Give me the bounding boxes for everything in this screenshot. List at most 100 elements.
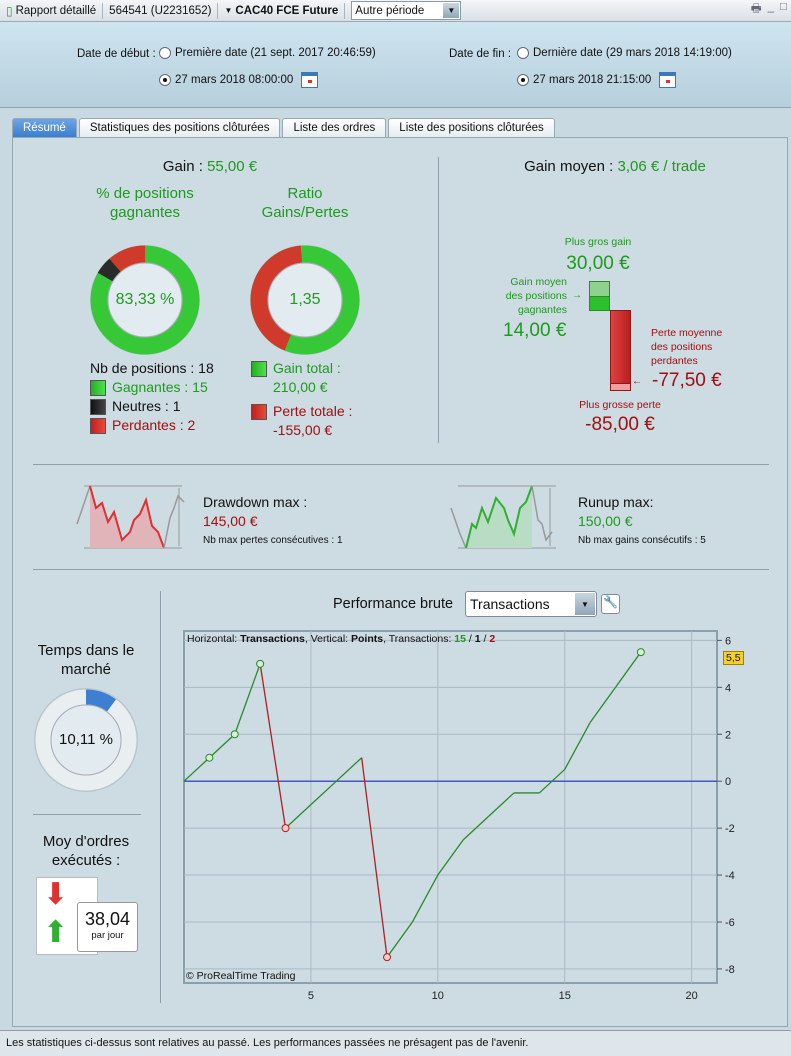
start-first-date-radio[interactable]: Première date (21 sept. 2017 20:46:59)	[159, 47, 376, 59]
runup-block: Runup max: 150,00 € Nb max gains consécu…	[578, 493, 706, 550]
orders-unit: par jour	[91, 930, 124, 941]
x-tick-label: 15	[559, 990, 571, 1002]
arrow-up-icon: ⬆	[43, 916, 69, 949]
tab-order-list[interactable]: Liste des ordres	[282, 118, 387, 137]
red-square-icon	[251, 404, 267, 421]
winning-pct-donut	[90, 245, 200, 355]
arrow-left-icon: ←	[632, 376, 642, 387]
biggest-loss-label: Plus grosse perte	[579, 399, 661, 411]
start-custom-date-radio[interactable]: 27 mars 2018 08:00:00	[159, 72, 319, 88]
market-time-value: 10,11 %	[59, 731, 113, 748]
y-tick-label: -8	[725, 964, 735, 976]
plot-area	[183, 630, 718, 984]
minimize-icon[interactable]: _	[767, 1, 775, 13]
orders-label: Moy d'ordres exécutés :	[42, 833, 130, 869]
date-range-header: Date de début : Première date (21 sept. …	[0, 22, 791, 108]
drawdown-label: Drawdown max :	[203, 494, 308, 510]
calendar-icon[interactable]	[659, 72, 677, 88]
gain-total-value: 210,00 €	[273, 379, 328, 395]
perf-label: Performance brute	[333, 596, 454, 612]
runup-value: 150,00 €	[578, 513, 633, 529]
tab-resume[interactable]: Résumé	[12, 118, 77, 137]
avg-gain-bar	[589, 296, 610, 311]
runup-sparkline	[450, 485, 556, 549]
equity-segment	[285, 804, 312, 829]
tab-closed-position-list[interactable]: Liste des positions clôturées	[388, 118, 555, 137]
winning-count: Gagnantes : 15	[90, 378, 214, 397]
maximize-icon[interactable]: □	[780, 1, 787, 13]
y-tick-label: 2	[725, 729, 731, 741]
tab-closed-position-stats[interactable]: Statistiques des positions clôturées	[78, 118, 281, 137]
green-square-icon	[251, 361, 267, 378]
y-tick-label: 4	[725, 682, 731, 694]
data-point	[205, 753, 214, 762]
market-time-label: Temps dans le marché	[37, 642, 135, 678]
winning-pct-value: 83,33 %	[115, 291, 175, 308]
avg-winning-value: 14,00 €	[503, 320, 567, 341]
avg-losing-label: Perte moyenne des positions perdantes	[651, 327, 723, 367]
data-point	[256, 659, 265, 668]
y-tick-label: 6	[725, 635, 731, 647]
equity-segment	[361, 757, 388, 958]
print-icon[interactable]: 🖶	[750, 3, 762, 15]
gain-loss-ratio-donut	[250, 245, 360, 355]
black-square-icon	[90, 399, 106, 416]
biggest-loss-bar	[610, 383, 631, 391]
gain-heading: Gain : 55,00 €	[162, 158, 258, 175]
equity-segment	[488, 792, 515, 817]
divider	[33, 569, 769, 570]
chart-copyright: © ProRealTime Trading	[186, 970, 296, 982]
end-custom-date-radio[interactable]: 27 mars 2018 21:15:00	[517, 72, 677, 88]
account-label[interactable]: 564541 (U2231652)	[103, 2, 219, 19]
perte-totale-value: -155,00 €	[273, 422, 333, 438]
perf-mode-select[interactable]: Transactions ▼	[465, 591, 597, 617]
divider	[438, 157, 439, 443]
x-tick-label: 5	[308, 990, 314, 1002]
totals: Gain total : 210,00 € Perte totale : -15…	[251, 359, 352, 440]
avg-winning-label: Gain moyen des positions gagnantes	[505, 276, 567, 316]
calendar-icon[interactable]	[301, 72, 319, 88]
x-tick-label: 20	[685, 990, 697, 1002]
drawdown-value: 145,00 €	[203, 513, 258, 529]
equity-segment	[259, 663, 287, 829]
instrument-selector[interactable]: ▼ CAC40 FCE Future	[218, 2, 346, 19]
market-time-donut	[34, 688, 138, 792]
start-date-label: Date de début :	[77, 48, 156, 60]
equity-segment	[335, 757, 363, 782]
end-last-date-radio[interactable]: Dernière date (29 mars 2018 14:19:00)	[517, 47, 732, 59]
green-square-icon	[90, 380, 106, 397]
divider	[33, 464, 769, 465]
equity-segment	[234, 663, 261, 735]
data-point	[281, 824, 290, 833]
equity-segment	[462, 815, 490, 841]
divider	[33, 814, 141, 815]
triangle-down-icon: ▼	[224, 6, 233, 15]
chart-info: Horizontal: Transactions, Vertical: Poin…	[187, 633, 496, 645]
y-tick-label: 0	[725, 776, 731, 788]
period-select[interactable]: Autre période ▼	[351, 1, 462, 20]
biggest-gain-label: Plus gros gain	[564, 236, 632, 248]
last-value-badge: 5,5	[723, 651, 744, 665]
data-point	[636, 648, 645, 657]
drawdown-sparkline	[76, 485, 185, 549]
neutral-count: Neutres : 1	[90, 397, 214, 416]
pct-winning-title: % de positions gagnantes	[96, 185, 194, 221]
equity-segment	[411, 874, 439, 923]
y-tick-label: -2	[725, 823, 735, 835]
avg-losing-value: -77,50 €	[652, 370, 722, 391]
avg-loss-bar	[610, 310, 631, 384]
avg-gain-heading: Gain moyen : 3,06 € / trade	[524, 158, 706, 175]
y-tick-label: -4	[725, 870, 735, 882]
equity-segment	[310, 780, 337, 806]
equity-segment	[208, 733, 236, 759]
equity-segment	[614, 651, 642, 688]
wrench-icon[interactable]: 🔧	[601, 594, 620, 614]
orders-per-day-card: 38,04 par jour	[77, 902, 138, 952]
equity-segment	[564, 722, 591, 770]
gain-total-label: Gain total :	[273, 360, 341, 376]
end-date-label: Date de fin :	[449, 48, 512, 60]
equity-segment	[538, 768, 566, 794]
arrow-down-icon: ⬇	[43, 878, 69, 911]
data-point	[383, 953, 392, 962]
max-consecutive-gains: Nb max gains consécutifs : 5	[578, 535, 706, 546]
